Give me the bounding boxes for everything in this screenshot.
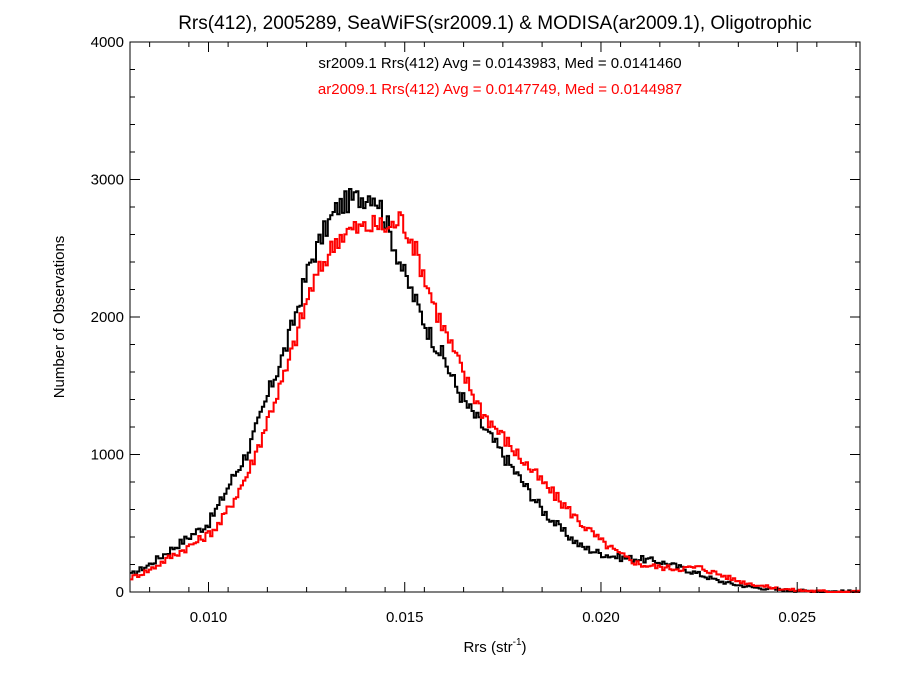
- x-axis-label-main: Rrs (str: [463, 639, 512, 656]
- x-axis-ticks: 0.010 0.015 0.020 0.025: [149, 42, 857, 626]
- plot-frame: [129, 41, 861, 593]
- x-tick-label: 0.015: [386, 609, 424, 626]
- x-tick-label: 0.025: [778, 609, 816, 626]
- series-line-2: [130, 211, 860, 593]
- y-tick-label: 3000: [91, 172, 124, 189]
- annotations: sr2009.1 Rrs(412) Avg = 0.0143983, Med =…: [318, 55, 682, 98]
- y-tick-label: 2000: [91, 309, 124, 326]
- y-tick-label: 4000: [91, 34, 124, 51]
- x-axis-label-close: ): [522, 639, 527, 656]
- series-layer: [130, 188, 860, 593]
- y-tick-label: 0: [116, 584, 124, 601]
- y-axis-ticks: 0 1000 2000 3000 4000: [91, 34, 860, 601]
- x-axis-label: Rrs (str-1): [463, 637, 526, 656]
- y-tick-label: 1000: [91, 447, 124, 464]
- annotation-1: sr2009.1 Rrs(412) Avg = 0.0143983, Med =…: [318, 55, 681, 72]
- series-line-1: [130, 188, 860, 593]
- x-tick-label: 0.020: [582, 609, 620, 626]
- annotation-2: ar2009.1 Rrs(412) Avg = 0.0147749, Med =…: [318, 81, 682, 98]
- y-axis-label: Number of Observations: [51, 236, 68, 399]
- chart-title: Rrs(412), 2005289, SeaWiFS(sr2009.1) & M…: [178, 13, 812, 34]
- x-axis-label-superscript: -1: [513, 637, 522, 648]
- x-tick-label: 0.010: [190, 609, 228, 626]
